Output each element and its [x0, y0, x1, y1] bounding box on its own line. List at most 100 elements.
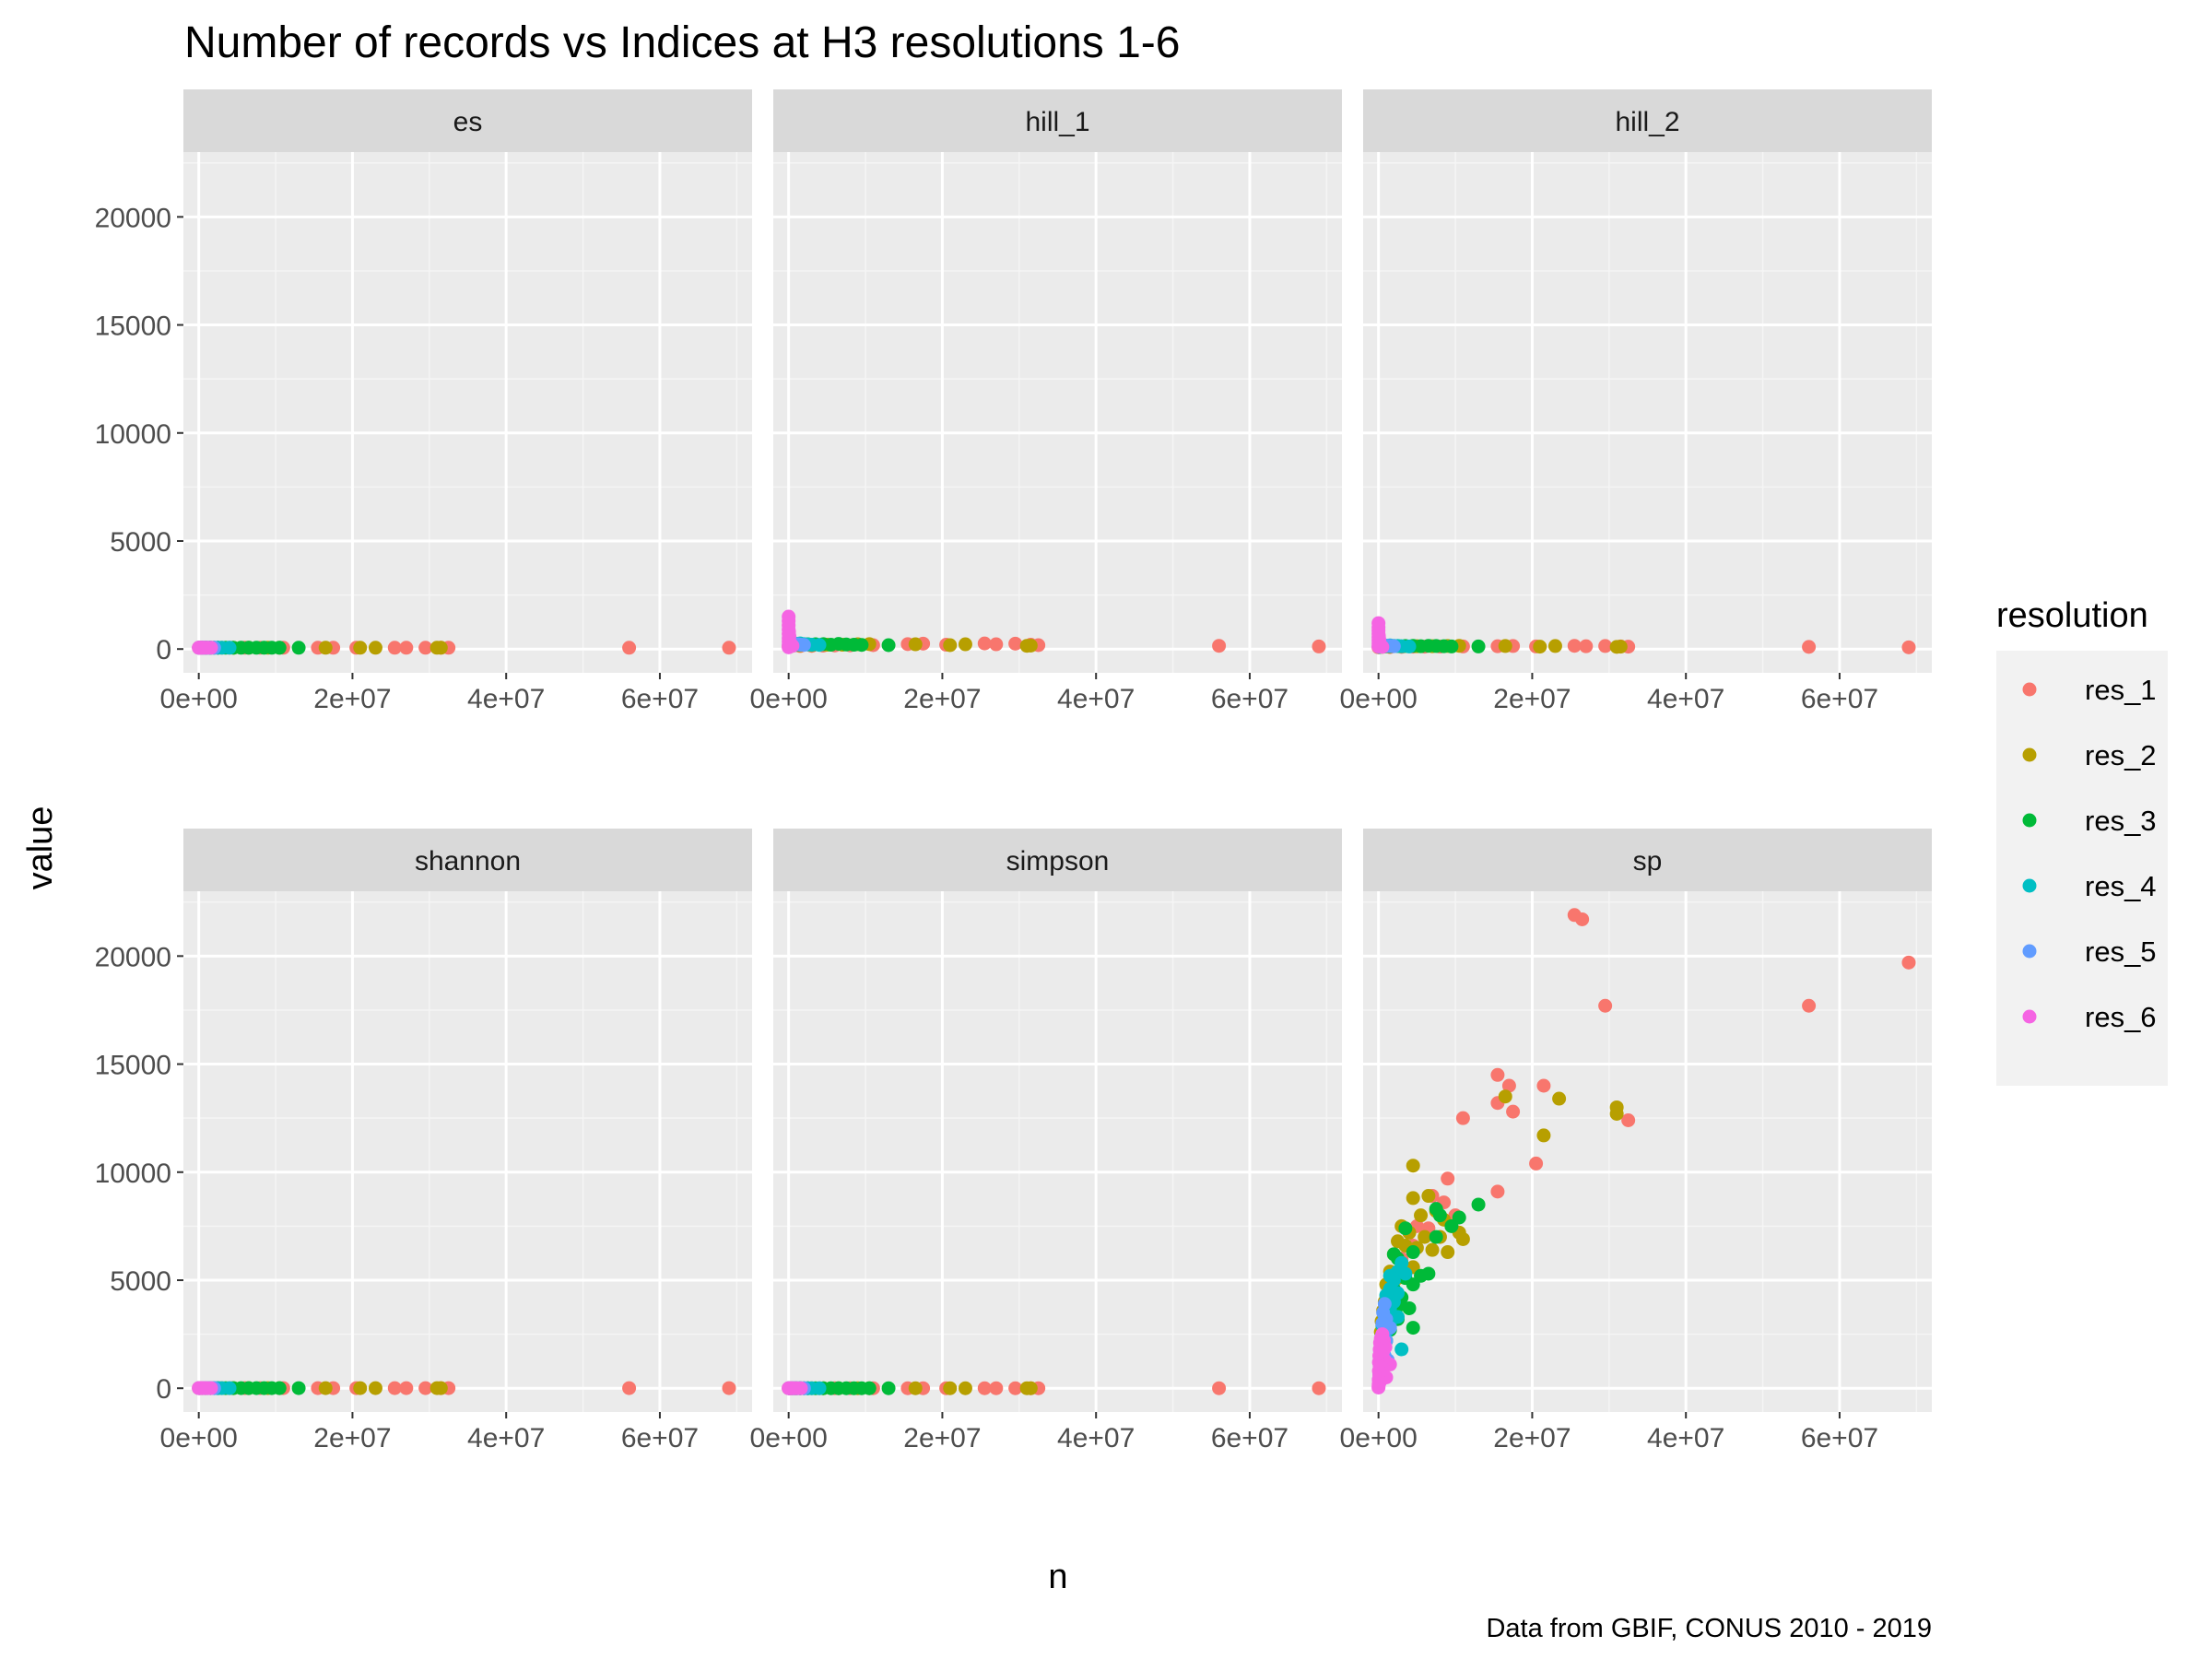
x-tick-label: 2e+07 — [1493, 684, 1571, 714]
data-point-res_2 — [1536, 1128, 1551, 1143]
y-tick-label: 5000 — [110, 1266, 171, 1297]
facet-strip — [183, 89, 752, 152]
data-point-res_1 — [1579, 639, 1594, 653]
data-point-res_1 — [1529, 1156, 1544, 1171]
y-tick-label: 20000 — [95, 203, 171, 233]
facet-strip — [1363, 829, 1932, 891]
facet-strip-label: shannon — [415, 846, 521, 877]
legend-title: resolution — [1996, 596, 2148, 635]
data-point-res_2 — [433, 641, 448, 655]
data-point-res_1 — [418, 641, 433, 655]
data-point-res_3 — [1471, 1197, 1486, 1212]
data-point-res_6 — [204, 641, 218, 655]
data-point-res_4 — [222, 641, 237, 655]
data-point-res_3 — [862, 1381, 877, 1395]
data-point-res_2 — [1406, 1191, 1420, 1206]
data-point-res_3 — [1406, 1277, 1420, 1292]
data-point-res_3 — [1444, 639, 1459, 653]
data-point-res_2 — [1455, 1231, 1470, 1246]
data-point-res_2 — [1425, 1242, 1440, 1257]
y-tick-label: 0 — [156, 635, 171, 665]
x-tick-label: 6e+07 — [621, 1423, 699, 1453]
data-point-res_3 — [881, 1381, 896, 1395]
x-tick-label: 0e+00 — [1340, 684, 1418, 714]
legend-key-res_3 — [2022, 813, 2037, 828]
data-point-res_1 — [1212, 639, 1227, 653]
y-tick-label: 5000 — [110, 527, 171, 558]
legend-label: res_1 — [2085, 674, 2157, 706]
data-point-res_1 — [1598, 998, 1613, 1013]
legend-label: res_3 — [2085, 805, 2157, 837]
facet-strip — [773, 829, 1342, 891]
data-point-res_1 — [1598, 639, 1613, 653]
data-point-res_3 — [1402, 1300, 1417, 1315]
data-point-res_1 — [1536, 1078, 1551, 1093]
data-point-res_1 — [1312, 639, 1326, 653]
data-point-res_2 — [353, 1381, 368, 1395]
data-point-res_1 — [1575, 912, 1590, 926]
data-point-res_4 — [812, 638, 827, 653]
facet-panel-hill_1: hill_1 0e+00 2e+07 4e+07 6e+07 — [750, 89, 1342, 714]
data-point-res_3 — [1432, 1208, 1447, 1223]
data-point-res_2 — [1552, 1091, 1567, 1106]
data-point-res_2 — [1406, 1159, 1420, 1173]
x-tick-label: 4e+07 — [1647, 684, 1724, 714]
data-point-res_3 — [1406, 1245, 1420, 1260]
x-tick-label: 2e+07 — [903, 1423, 981, 1453]
chart-title: Number of records vs Indices at H3 resol… — [184, 18, 1180, 67]
chart-caption: Data from GBIF, CONUS 2010 - 2019 — [1486, 1614, 1932, 1643]
data-point-res_5 — [1386, 639, 1401, 653]
data-point-res_2 — [318, 1381, 333, 1395]
data-point-res_2 — [1414, 1208, 1429, 1223]
data-point-res_1 — [387, 1381, 402, 1395]
data-point-res_4 — [222, 1381, 237, 1395]
plot-panel-background — [1363, 891, 1932, 1412]
data-point-res_2 — [1498, 639, 1512, 653]
data-point-res_2 — [943, 1381, 958, 1395]
plot-panel-background — [1363, 152, 1932, 673]
y-axis-title: value — [21, 806, 60, 890]
x-axis-title: n — [1048, 1558, 1067, 1596]
data-point-res_6 — [785, 639, 800, 653]
data-point-res_1 — [1802, 998, 1817, 1013]
data-point-res_3 — [272, 641, 287, 655]
facet-strip-label: hill_2 — [1615, 107, 1679, 137]
data-point-res_3 — [1429, 1230, 1443, 1244]
x-tick-label: 6e+07 — [1211, 1423, 1288, 1453]
facet-panel-simpson: simpson 0e+00 2e+07 4e+07 6e+07 — [750, 829, 1342, 1453]
y-tick-label: 15000 — [95, 1051, 171, 1081]
data-point-res_2 — [353, 641, 368, 655]
data-point-res_1 — [989, 1381, 1004, 1395]
x-tick-label: 2e+07 — [903, 684, 981, 714]
plot-panel-background — [773, 152, 1342, 673]
data-point-res_2 — [1547, 639, 1562, 653]
x-tick-label: 6e+07 — [1801, 1423, 1878, 1453]
legend-label: res_2 — [2085, 739, 2157, 771]
data-point-res_2 — [908, 1381, 923, 1395]
data-point-res_1 — [1008, 636, 1023, 651]
data-point-res_1 — [1490, 1067, 1505, 1082]
data-point-res_1 — [1501, 1078, 1516, 1093]
plot-panel-background — [183, 891, 752, 1412]
y-tick-label: 10000 — [95, 1159, 171, 1189]
legend-key-res_4 — [2022, 878, 2037, 893]
data-point-res_1 — [418, 1381, 433, 1395]
data-point-res_2 — [1023, 1381, 1038, 1395]
data-point-res_1 — [1312, 1381, 1326, 1395]
legend-label: res_6 — [2085, 1001, 2157, 1033]
facet-panels: es 0e+00 2e+07 4e+07 6e+07 0 5000 10000 15000 200… — [95, 89, 1932, 1453]
data-point-res_1 — [1901, 640, 1916, 654]
data-point-res_4 — [1402, 639, 1417, 653]
x-tick-label: 6e+07 — [1211, 684, 1288, 714]
data-point-res_6 — [794, 1381, 808, 1395]
data-point-res_2 — [1609, 1106, 1624, 1121]
x-tick-label: 0e+00 — [750, 684, 828, 714]
x-tick-label: 4e+07 — [467, 1423, 545, 1453]
plot-panel-background — [773, 891, 1342, 1412]
data-point-res_3 — [1471, 639, 1486, 653]
data-point-res_2 — [318, 641, 333, 655]
data-point-res_1 — [977, 636, 992, 651]
y-tick-label: 10000 — [95, 419, 171, 450]
data-point-res_1 — [399, 1381, 414, 1395]
